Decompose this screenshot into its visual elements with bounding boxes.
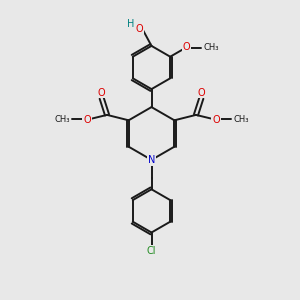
- Text: O: O: [183, 41, 190, 52]
- Text: O: O: [98, 88, 105, 98]
- Text: CH₃: CH₃: [233, 115, 249, 124]
- Text: Cl: Cl: [147, 245, 156, 256]
- Text: O: O: [83, 115, 91, 125]
- Text: CH₃: CH₃: [204, 43, 219, 52]
- Text: H: H: [127, 19, 134, 29]
- Text: O: O: [135, 24, 143, 34]
- Text: O: O: [198, 88, 205, 98]
- Text: N: N: [148, 155, 155, 165]
- Text: O: O: [212, 115, 220, 125]
- Text: CH₃: CH₃: [54, 115, 70, 124]
